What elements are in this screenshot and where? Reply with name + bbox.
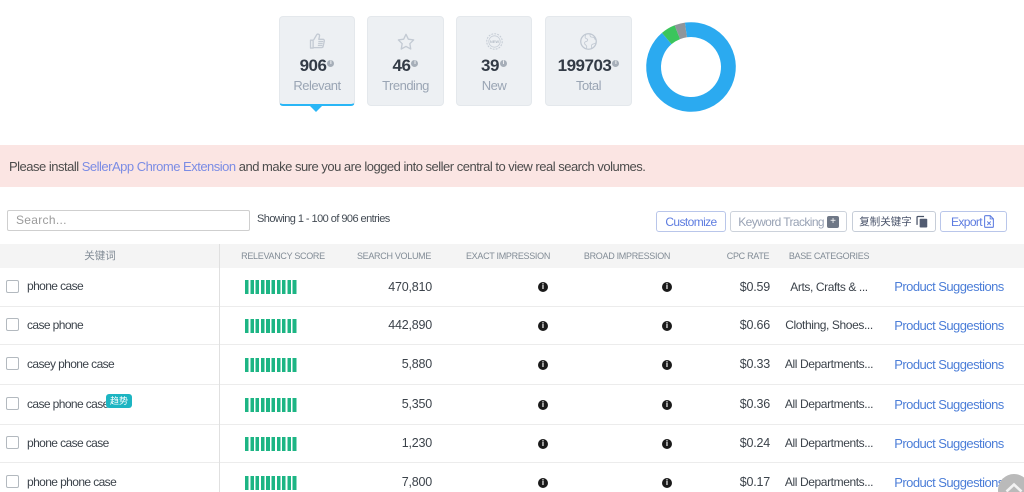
svg-text:NEW: NEW	[489, 39, 498, 44]
